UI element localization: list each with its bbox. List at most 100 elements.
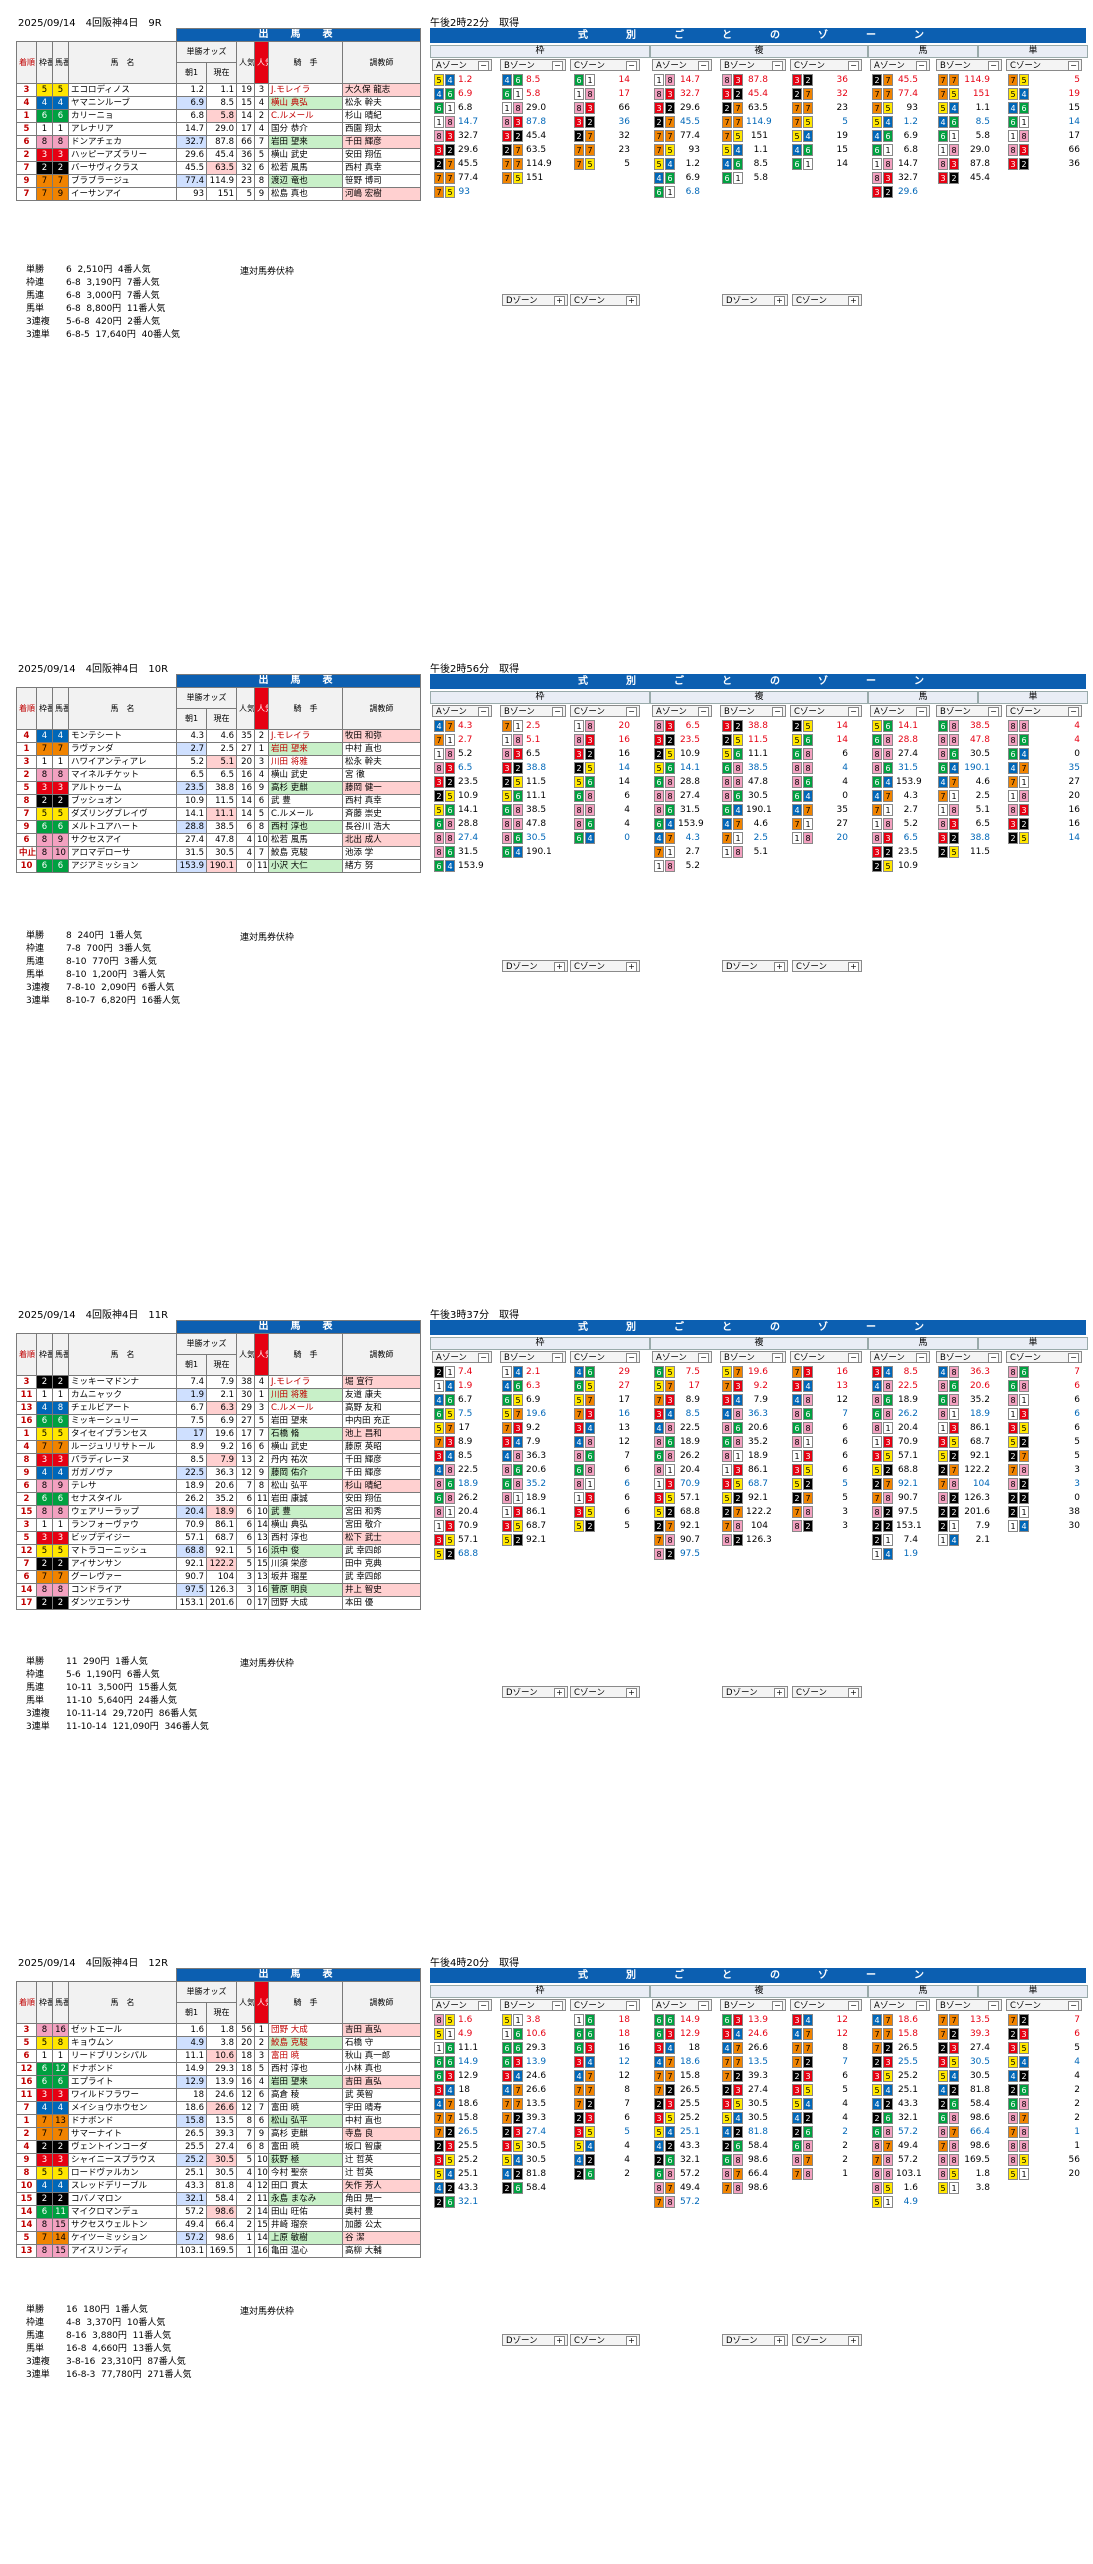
collapse-toggle-icon[interactable]: − xyxy=(772,1353,783,1363)
zone-label[interactable]: Aゾーン − xyxy=(870,59,930,71)
zone-label[interactable]: Cゾーン + xyxy=(570,960,640,972)
zone-label[interactable]: Bゾーン − xyxy=(500,59,566,71)
collapse-toggle-icon[interactable]: − xyxy=(552,1353,563,1363)
collapse-toggle-icon[interactable]: − xyxy=(626,1353,637,1363)
table-row[interactable]: 10 4 4 スレッドデリーブル 43.3 81.8 4 12 田口 貫太 矢作 芳人 xyxy=(16,2179,422,2193)
table-row[interactable]: 7 2 2 アイサンサン 92.1 122.2 5 15 川須 栄彦 田中 克典 xyxy=(16,1557,422,1571)
collapse-toggle-icon[interactable]: − xyxy=(848,1353,859,1363)
collapse-toggle-icon[interactable]: − xyxy=(988,1353,999,1363)
zone-label[interactable]: Cゾーン − xyxy=(790,705,862,717)
collapse-toggle-icon[interactable]: − xyxy=(1068,2001,1079,2011)
table-row[interactable]: 7 5 5 ダズリングブレイヴ 14.1 11.1 14 5 C.ルメール 斉藤 崇史 xyxy=(16,807,422,821)
table-row[interactable]: 中止 8 10 アロマデローサ 31.5 30.5 4 7 鮫島 克駿 池添 学 xyxy=(16,846,422,860)
table-row[interactable]: 13 8 15 アイスリンディ 103.1 169.5 1 16 亀田 温心 高柳 大輔 xyxy=(16,2244,422,2258)
expand-toggle-icon[interactable]: + xyxy=(848,962,859,972)
table-row[interactable]: 10 6 6 アジアミッション 153.9 190.1 0 11 小沢 大仁 緒方 努 xyxy=(16,859,422,873)
zone-label[interactable]: Dゾーン + xyxy=(722,294,788,306)
expand-toggle-icon[interactable]: + xyxy=(774,296,785,306)
table-row[interactable]: 13 4 8 チェルビアート 6.7 6.3 29 3 C.ルメール 高野 友和 xyxy=(16,1401,422,1415)
table-row[interactable]: 7 7 9 イーサンアイ 93 151 5 9 松島 真也 河嶋 宏樹 xyxy=(16,187,422,201)
collapse-toggle-icon[interactable]: − xyxy=(478,1353,489,1363)
table-row[interactable]: 14 8 8 コンドライア 97.5 126.3 3 16 菅原 明良 井上 智史 xyxy=(16,1583,422,1597)
zone-label[interactable]: Cゾーン − xyxy=(570,705,640,717)
expand-toggle-icon[interactable]: + xyxy=(848,296,859,306)
collapse-toggle-icon[interactable]: − xyxy=(916,1353,927,1363)
table-row[interactable]: 6 8 9 テレサ 18.9 20.6 7 8 松山 弘平 杉山 晴紀 xyxy=(16,1479,422,1493)
table-row[interactable]: 11 3 3 ワイルドフラワー 18 24.6 12 6 高倉 稜武 英智 xyxy=(16,2088,422,2102)
table-row[interactable]: 5 1 1 アレナリア 14.7 29.0 17 4 国分 恭介 西園 翔太 xyxy=(16,122,422,136)
table-row[interactable]: 4 4 4 ヤマニンルーブ 6.9 8.5 15 4 横山 典弘 松永 幹夫 xyxy=(16,96,422,110)
zone-label[interactable]: Cゾーン + xyxy=(792,960,862,972)
zone-label[interactable]: Aゾーン − xyxy=(432,705,492,717)
collapse-toggle-icon[interactable]: − xyxy=(478,2001,489,2011)
zone-label[interactable]: Bゾーン − xyxy=(720,1999,786,2011)
collapse-toggle-icon[interactable]: − xyxy=(1068,1353,1079,1363)
zone-label[interactable]: Bゾーン − xyxy=(720,59,786,71)
table-row[interactable]: 3 2 2 ミッキーマドンナ 7.4 7.9 38 4 J.モレイラ堀 宣行 xyxy=(16,1375,422,1389)
expand-toggle-icon[interactable]: + xyxy=(554,296,565,306)
collapse-toggle-icon[interactable]: − xyxy=(698,61,709,71)
zone-label[interactable]: Cゾーン + xyxy=(570,2334,640,2346)
table-row[interactable]: 6 7 7 グーレヴァー 90.7 104 3 13 坂井 瑠星武 幸四郎 xyxy=(16,1570,422,1584)
table-row[interactable]: 8 2 2 ブッシュオン 10.9 11.5 14 6 武 豊西村 真幸 xyxy=(16,794,422,808)
zone-label[interactable]: Dゾーン + xyxy=(502,2334,568,2346)
zone-label[interactable]: Cゾーン + xyxy=(792,1686,862,1698)
table-row[interactable]: 7 4 4 メイショウホウセン 18.6 26.6 12 7 富田 暁宇田 晴寿 xyxy=(16,2101,422,2115)
expand-toggle-icon[interactable]: + xyxy=(626,296,637,306)
expand-toggle-icon[interactable]: + xyxy=(848,1688,859,1698)
table-row[interactable]: 15 8 8 ウェアリーラップ 20.4 18.9 6 10 武 豊宮田 和秀 xyxy=(16,1505,422,1519)
expand-toggle-icon[interactable]: + xyxy=(554,962,565,972)
zone-label[interactable]: Cゾーン − xyxy=(1006,705,1082,717)
zone-label[interactable]: Aゾーン − xyxy=(870,1999,930,2011)
table-row[interactable]: 1 7 7 ラヴァンダ 2.7 2.5 27 1 岩田 望来 中村 直也 xyxy=(16,742,422,756)
table-row[interactable]: 2 3 3 ハッピーアズラリー 29.6 45.4 36 5 横山 武史 安田 翔伍 xyxy=(16,148,422,162)
table-row[interactable]: 3 8 16 ゼットエール 1.6 1.8 56 1 団野 大成 吉田 直弘 xyxy=(16,2023,422,2037)
collapse-toggle-icon[interactable]: − xyxy=(916,2001,927,2011)
table-row[interactable]: 14 8 15 サクセスウェルトン 49.4 66.4 2 15 井崎 瑠奈 加藤 公太 xyxy=(16,2218,422,2232)
table-row[interactable]: 8 3 3 パラディレーヌ 8.5 7.9 13 2 丹内 祐次 千田 輝彦 xyxy=(16,1453,422,1467)
zone-label[interactable]: Bゾーン − xyxy=(720,705,786,717)
zone-label[interactable]: Cゾーン − xyxy=(570,1999,640,2011)
zone-label[interactable]: Cゾーン − xyxy=(570,59,640,71)
expand-toggle-icon[interactable]: + xyxy=(626,1688,637,1698)
table-row[interactable]: 4 4 4 モンテシート 4.3 4.6 35 2 J.モレイラ 牧田 和弥 xyxy=(16,729,422,743)
zone-label[interactable]: Cゾーン − xyxy=(790,1351,862,1363)
table-row[interactable]: 9 6 6 メルトユアハート 28.8 38.5 6 8 西村 淳也 長谷川 浩大 xyxy=(16,820,422,834)
collapse-toggle-icon[interactable]: − xyxy=(698,1353,709,1363)
expand-toggle-icon[interactable]: + xyxy=(626,962,637,972)
collapse-toggle-icon[interactable]: − xyxy=(988,2001,999,2011)
expand-toggle-icon[interactable]: + xyxy=(848,2336,859,2346)
table-row[interactable]: 5 3 3 ビップデイジー 57.1 68.7 6 13 西村 淳也 松下 武士 xyxy=(16,1531,422,1545)
table-row[interactable]: 9 4 4 ガガノヴァ 22.5 36.3 12 9 藤岡 佑介 千田 輝彦 xyxy=(16,1466,422,1480)
zone-label[interactable]: Cゾーン − xyxy=(570,1351,640,1363)
zone-label[interactable]: Dゾーン + xyxy=(502,1686,568,1698)
collapse-toggle-icon[interactable]: − xyxy=(698,707,709,717)
table-row[interactable]: 9 7 7 ブラブラージュ 77.4 114.9 23 8 渡辺 竜也 笹野 博司 xyxy=(16,174,422,188)
zone-label[interactable]: Cゾーン − xyxy=(1006,1351,1082,1363)
zone-label[interactable]: Aゾーン − xyxy=(652,1999,712,2011)
table-row[interactable]: 5 5 8 キョウムン 4.9 3.8 20 2 鮫島 克駿 石橋 守 xyxy=(16,2036,422,2050)
expand-toggle-icon[interactable]: + xyxy=(774,2336,785,2346)
collapse-toggle-icon[interactable]: − xyxy=(626,2001,637,2011)
zone-label[interactable]: Bゾーン − xyxy=(720,1351,786,1363)
collapse-toggle-icon[interactable]: − xyxy=(1068,61,1079,71)
zone-label[interactable]: Cゾーン + xyxy=(570,1686,640,1698)
collapse-toggle-icon[interactable]: − xyxy=(478,61,489,71)
collapse-toggle-icon[interactable]: − xyxy=(772,61,783,71)
zone-label[interactable]: Bゾーン − xyxy=(936,59,1002,71)
zone-label[interactable]: Cゾーン − xyxy=(790,59,862,71)
zone-label[interactable]: Aゾーン − xyxy=(870,1351,930,1363)
zone-label[interactable]: Aゾーン − xyxy=(652,59,712,71)
zone-label[interactable]: Aゾーン − xyxy=(652,705,712,717)
collapse-toggle-icon[interactable]: − xyxy=(772,707,783,717)
table-row[interactable]: 6 8 9 サクセスアイ 27.4 47.8 4 10 松若 風馬 北出 成人 xyxy=(16,833,422,847)
collapse-toggle-icon[interactable]: − xyxy=(988,61,999,71)
collapse-toggle-icon[interactable]: − xyxy=(848,707,859,717)
table-row[interactable]: 14 6 11 マイクロマンデュ 57.2 98.6 2 14 田山 旺佑 奥村 豊 xyxy=(16,2205,422,2219)
expand-toggle-icon[interactable]: + xyxy=(774,962,785,972)
zone-label[interactable]: Aゾーン − xyxy=(432,1351,492,1363)
zone-label[interactable]: Cゾーン − xyxy=(1006,59,1082,71)
table-row[interactable]: 2 8 8 マイネルチケット 6.5 6.5 16 4 横山 武史宮 徹 xyxy=(16,768,422,782)
table-row[interactable]: 12 5 5 マトラコーニッシュ 68.8 92.1 5 16 浜中 俊武 幸四郎 xyxy=(16,1544,422,1558)
collapse-toggle-icon[interactable]: − xyxy=(698,2001,709,2011)
